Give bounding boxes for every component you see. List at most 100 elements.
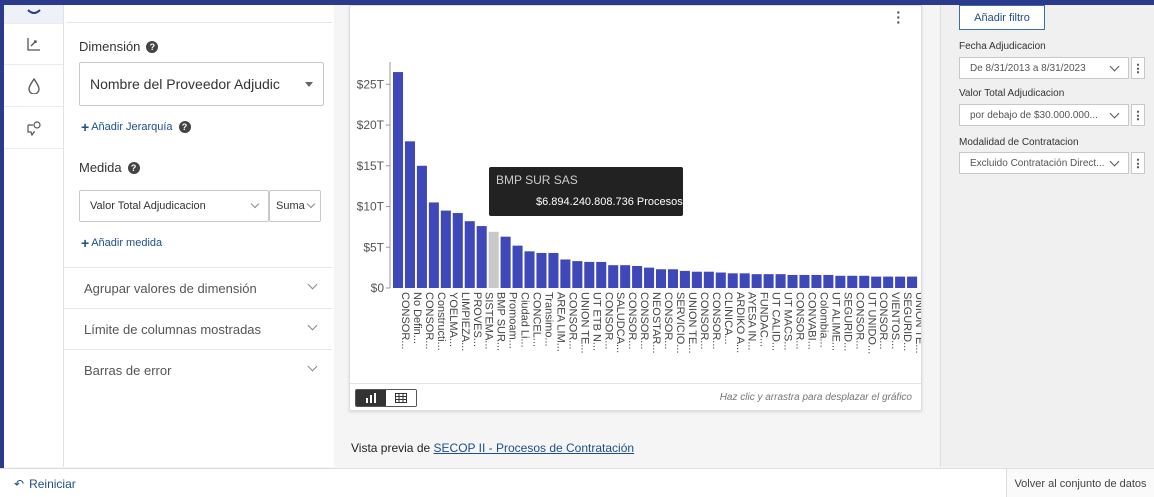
kebab-menu-icon[interactable]: ⋮: [1131, 57, 1145, 79]
add-filter-button[interactable]: Añadir filtro: [959, 5, 1045, 30]
chart-bar: [452, 213, 463, 288]
dimension-label: Dimensión: [79, 39, 141, 54]
chevron-down-icon: [1109, 156, 1120, 167]
chart-bar: [691, 271, 702, 288]
dataset-preview: Vista previa de SECOP II - Procesos de C…: [351, 441, 634, 455]
window-left-border: [0, 0, 4, 468]
chart-bar: [464, 221, 475, 288]
comment-settings-icon[interactable]: [4, 107, 63, 149]
x-tick-label: AREA LIM...: [554, 292, 566, 352]
accordion-error-bars[interactable]: Barras de error: [64, 349, 332, 390]
accordion-column-limit[interactable]: Límite de columnas mostradas: [64, 308, 332, 349]
chart-bar: [620, 265, 631, 288]
chart-bar: [644, 267, 655, 288]
x-tick-label: Colombia...: [817, 292, 829, 348]
x-tick-label: FUNDAC...: [758, 292, 770, 347]
chart-bar: [703, 271, 714, 288]
y-tick-label: $10T: [357, 200, 385, 214]
reset-label: Reiniciar: [29, 477, 76, 491]
x-tick-label: Promoam...: [507, 292, 519, 349]
x-tick-label: UNION TE...: [686, 292, 698, 354]
tooltip-title: BMP SUR SAS: [496, 173, 578, 187]
tool-rail: [4, 5, 64, 467]
accordion-group-values[interactable]: Agrupar valores de dimensión: [64, 267, 332, 308]
chart-footer: Haz clic y arrastra para desplazar el gr…: [350, 383, 921, 410]
chart-bar: [524, 251, 535, 288]
dataset-link[interactable]: SECOP II - Procesos de Contratación: [433, 441, 635, 455]
x-tick-label: CLINICA...: [722, 292, 734, 345]
chart-bar: [584, 261, 595, 288]
x-tick-label: CONSOR...: [399, 292, 411, 349]
y-tick-label: $25T: [357, 77, 385, 91]
x-tick-label: No Defin...: [411, 292, 423, 344]
chevron-down-icon: [250, 199, 260, 209]
reset-button[interactable]: ↶ Reiniciar: [14, 477, 76, 491]
add-measure-link[interactable]: + Añadir medida: [81, 236, 162, 250]
chevron-down-icon: [1109, 108, 1120, 119]
chart-bar: [512, 245, 523, 288]
chevron-down-icon: [306, 199, 316, 209]
x-tick-label: CONCEL...: [531, 292, 543, 347]
x-tick-label: SISTEMA...: [483, 292, 495, 349]
y-tick-label: $15T: [357, 159, 385, 173]
scatter-chart-icon[interactable]: [4, 23, 63, 65]
chart-bar: [811, 274, 822, 288]
filter-value: De 8/31/2013 a 8/31/2023: [970, 62, 1086, 74]
configuration-panel: Dimensión ? Nombre del Proveedor Adjudic…: [64, 5, 334, 467]
x-tick-label: CONSOR...: [602, 292, 614, 349]
filter-label: Fecha Adjudicacion: [959, 41, 1046, 52]
chart-bar: [835, 275, 846, 288]
help-icon[interactable]: ?: [178, 121, 191, 133]
chart-bar: [883, 276, 894, 288]
dimension-select[interactable]: Nombre del Proveedor Adjudic: [79, 62, 324, 106]
accordion-label: Barras de error: [84, 362, 172, 378]
x-tick-label: UT CALID...: [770, 292, 782, 351]
help-icon[interactable]: ?: [127, 161, 140, 174]
x-tick-label: UT ALIME...: [829, 292, 841, 351]
kebab-menu-icon[interactable]: ⋮: [1131, 152, 1145, 174]
chart-bar: [775, 274, 786, 288]
filter-value: por debajo de $30.000.000...: [970, 109, 1098, 121]
aggregation-select[interactable]: Suma: [269, 190, 321, 222]
view-toggle[interactable]: [355, 389, 417, 407]
filter-value-select[interactable]: por debajo de $30.000.000...: [959, 104, 1129, 126]
table-icon[interactable]: [386, 390, 416, 406]
kebab-menu-icon[interactable]: ⋮: [1131, 104, 1145, 126]
x-tick-label: Transimo...: [542, 292, 554, 347]
chart-bar: [715, 272, 726, 288]
x-tick-label: Constructi...: [435, 292, 447, 351]
y-tick-label: $20T: [357, 118, 385, 132]
measure-select[interactable]: Valor Total Adjudicacion: [79, 190, 269, 222]
x-tick-label: UT ETB N...: [590, 292, 602, 351]
chart-bar: [739, 273, 750, 288]
add-hierarchy-link[interactable]: + Añadir Jerarquía ?: [81, 120, 191, 134]
kebab-menu-icon[interactable]: · · ·: [896, 4, 901, 30]
chart-bar: [476, 226, 487, 288]
chart-bar: [404, 141, 415, 288]
help-icon[interactable]: ?: [146, 40, 159, 53]
bottom-bar: ↶ Reiniciar Volver al conjunto de datos: [0, 468, 1154, 497]
chart-bar: [871, 276, 882, 288]
chart-bar: [679, 270, 690, 288]
bar-chart-icon[interactable]: [356, 390, 386, 406]
x-tick-label: UT MACS...: [782, 292, 794, 350]
chart-bar: [763, 274, 774, 288]
x-tick-label: SERVICIO...: [674, 292, 686, 354]
back-to-dataset-button[interactable]: Volver al conjunto de datos: [1006, 469, 1154, 497]
tooltip-value: $6.894.240.808.736 Procesos: [536, 196, 683, 208]
drop-icon[interactable]: [4, 65, 63, 107]
x-tick-label: VIENTOS...: [889, 292, 901, 349]
filter-modality-select[interactable]: Excluido Contratación Direct...: [959, 152, 1129, 174]
chevron-down-icon: [307, 320, 318, 331]
y-tick-label: $5T: [363, 240, 384, 254]
chevron-down-icon: [1109, 61, 1120, 72]
measure-heading: Medida ?: [79, 160, 140, 175]
filter-label: Modalidad de Contratacion: [959, 137, 1079, 148]
chart-bar: [667, 269, 678, 288]
filter-label: Valor Total Adjudicacion: [959, 88, 1065, 99]
chart-bar: [440, 210, 451, 288]
database-icon[interactable]: [4, 5, 63, 23]
filter-date-select[interactable]: De 8/31/2013 a 8/31/2023: [959, 57, 1129, 79]
x-tick-label: CONSOR...: [638, 292, 650, 349]
